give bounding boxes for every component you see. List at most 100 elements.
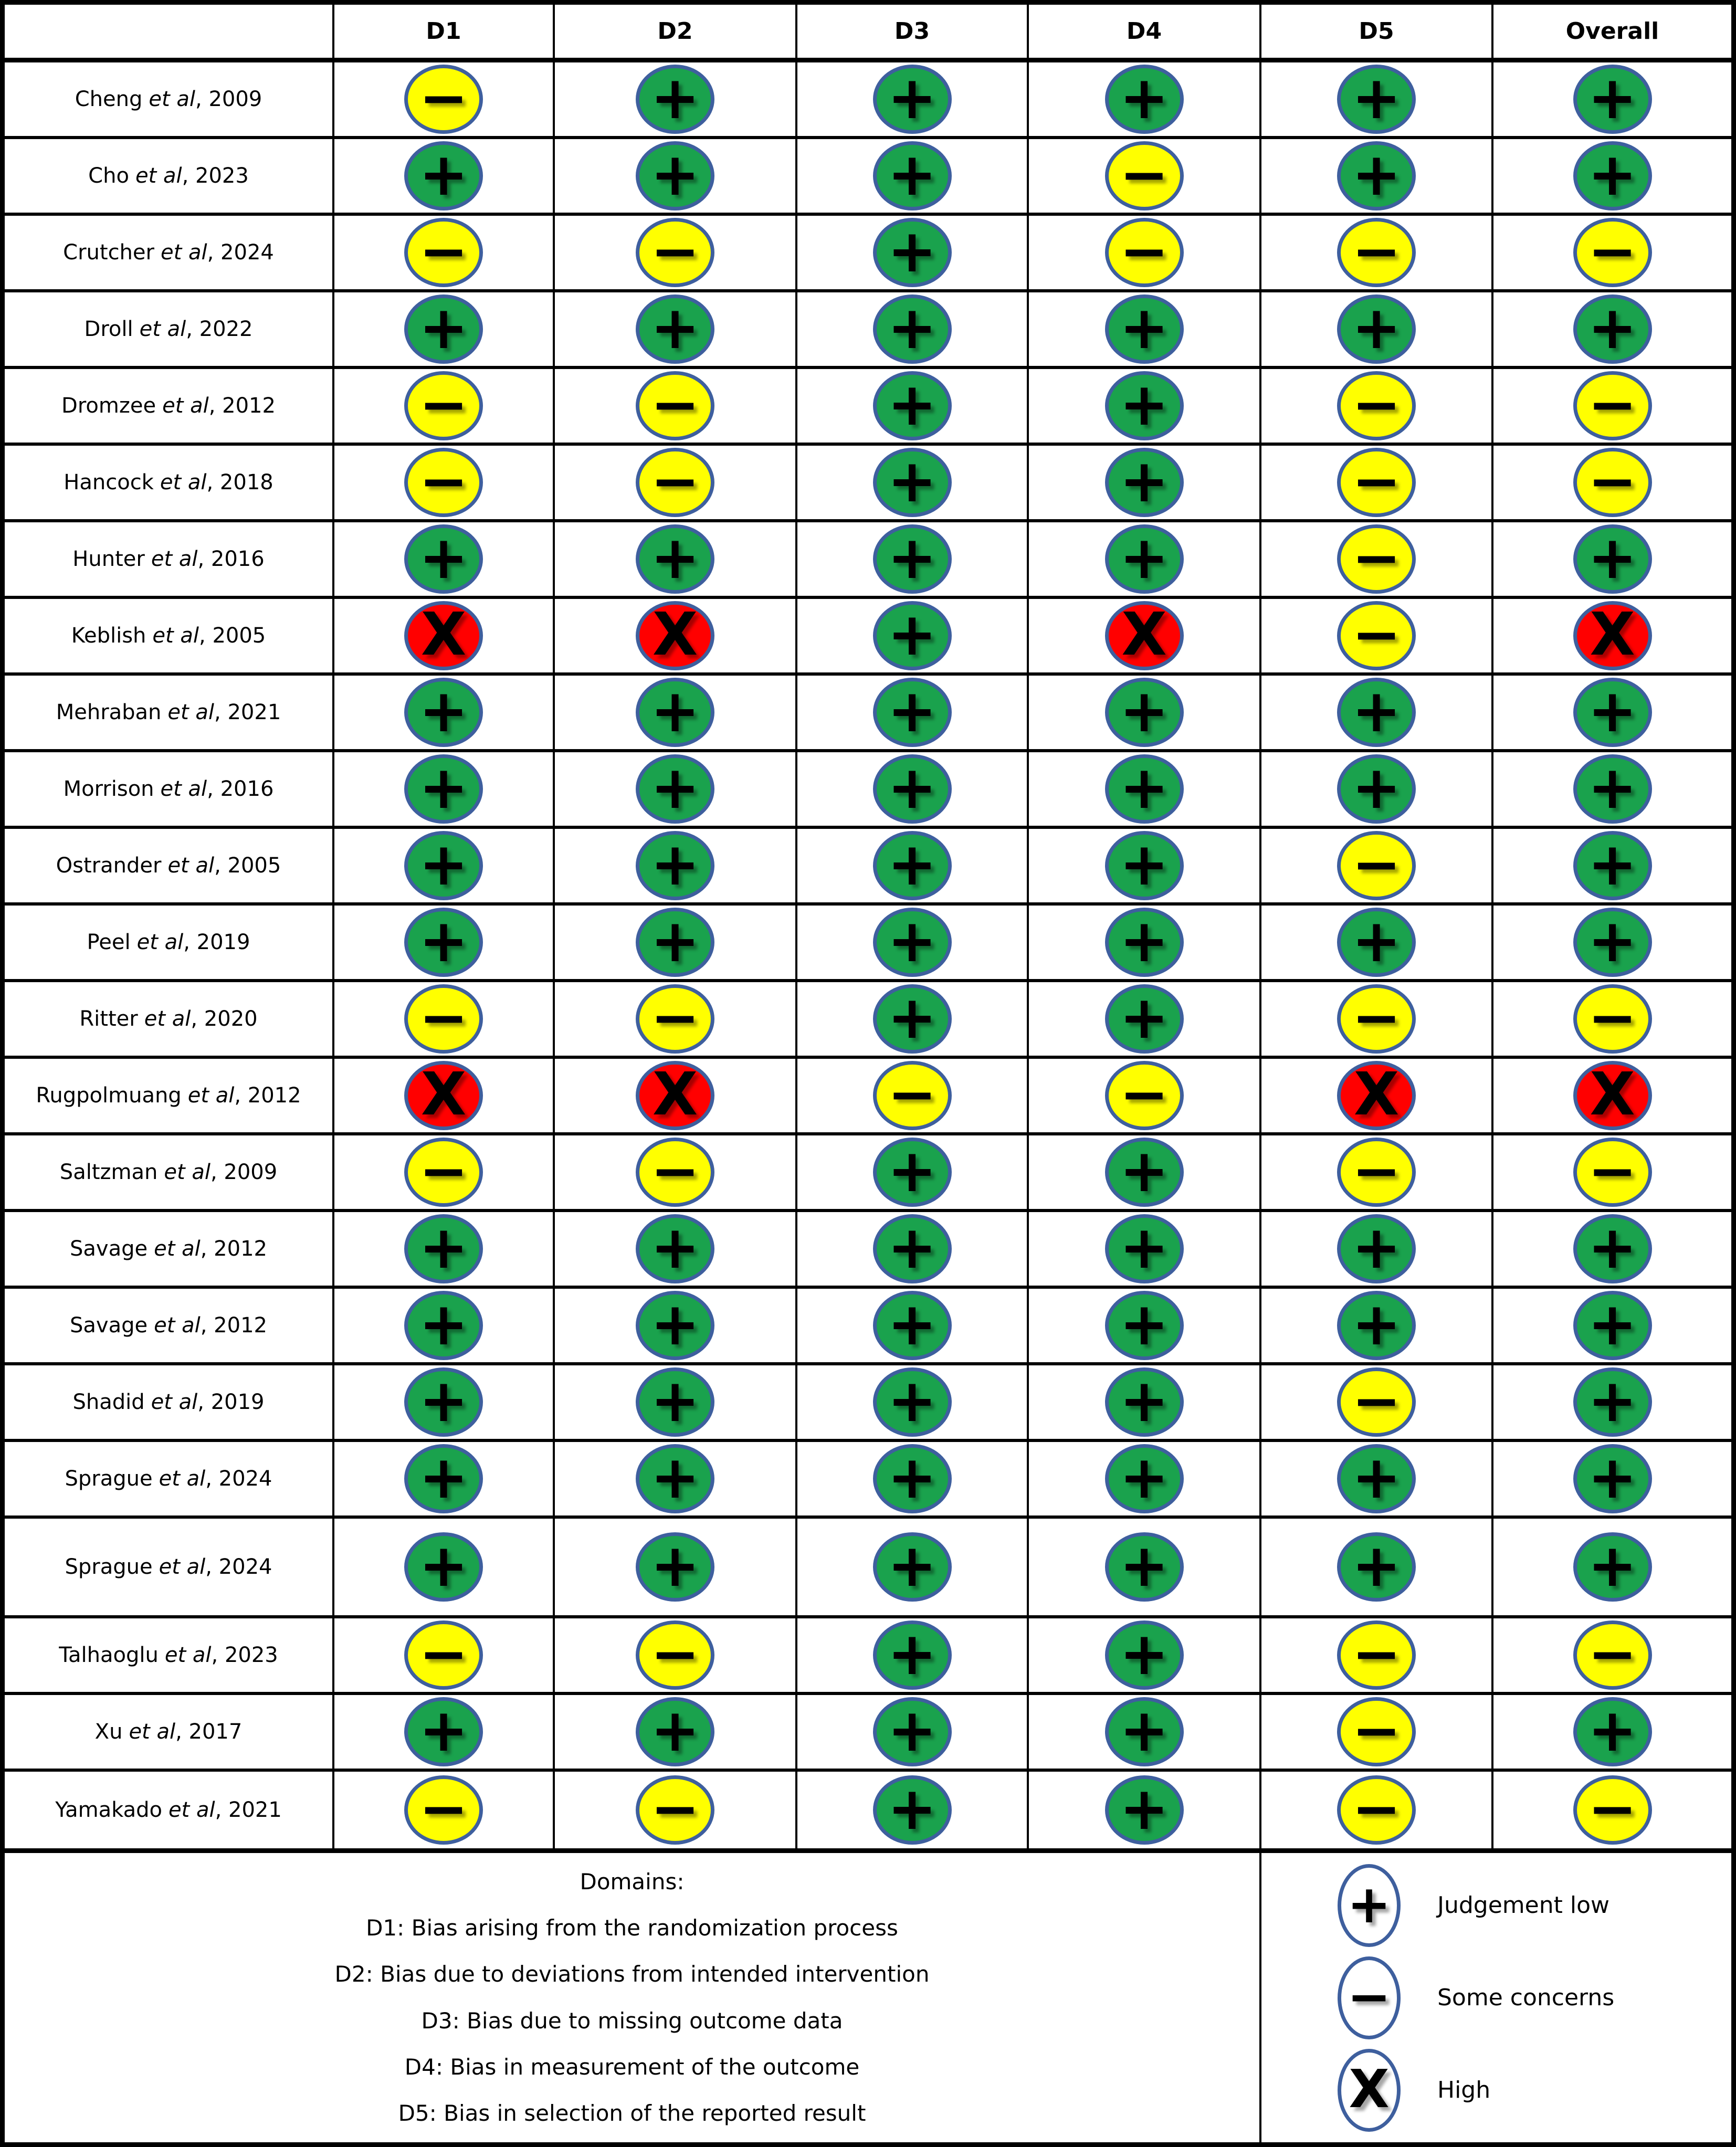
study-name: Sprague et al, 2024 (5, 1442, 334, 1515)
judgement-low-circle: + (872, 1138, 952, 1207)
judgement-symbol: + (1119, 64, 1169, 132)
judgement-symbol: + (1119, 754, 1169, 822)
judgement-low-circle: + (1104, 294, 1184, 364)
judgement-cell-overall: + (1493, 62, 1731, 136)
judgement-low-circle: + (1337, 908, 1416, 977)
judgement-symbol: + (1587, 754, 1637, 822)
judgement-low-circle: + (1337, 754, 1416, 824)
study-name: Ostrander et al, 2005 (5, 829, 334, 902)
judgement-low-circle: + (872, 218, 952, 287)
judgement-cell-d2: + (555, 1442, 797, 1515)
judgement-cell-overall: − (1493, 1772, 1731, 1848)
study-year: , 2023 (211, 1643, 278, 1667)
judgement-concerns-circle: − (1337, 448, 1416, 517)
judgement-cell-d2: − (555, 982, 797, 1056)
judgement-symbol: + (1119, 1367, 1169, 1435)
judgement-symbol: + (1119, 1444, 1169, 1512)
judgement-cell-overall: + (1493, 1442, 1731, 1515)
judgement-low-circle: + (1104, 908, 1184, 977)
judgement-low-circle: + (1104, 1775, 1184, 1845)
judgement-cell-d3: + (797, 599, 1029, 672)
judgement-concerns-circle: − (404, 371, 483, 440)
study-row: Sprague et al, 2024 + + + + + + (5, 1442, 1731, 1519)
judgement-low-circle: + (1104, 1532, 1184, 1602)
judgement-cell-overall: + (1493, 829, 1731, 902)
study-etal: et al (154, 1237, 201, 1261)
judgement-cell-d5: + (1261, 62, 1493, 136)
judgement-cell-overall: + (1493, 1289, 1731, 1362)
judgement-symbol: + (419, 1214, 468, 1282)
judgement-low-circle: + (1337, 65, 1416, 134)
judgement-symbol: − (1587, 217, 1637, 286)
judgement-cell-overall: X (1493, 599, 1731, 672)
judgement-cell-d3: + (797, 982, 1029, 1056)
study-author: Savage (70, 1237, 148, 1261)
judgement-cell-d1: − (334, 216, 555, 289)
judgement-low-circle: + (636, 1532, 714, 1602)
study-name: Droll et al, 2022 (5, 292, 334, 366)
judgement-symbol: + (887, 524, 937, 592)
study-year: , 2019 (183, 930, 250, 954)
judgement-high-circle: X (404, 601, 483, 670)
column-header-d4: D4 (1029, 5, 1261, 58)
judgement-symbol: + (887, 1775, 937, 1843)
study-etal: et al (164, 1160, 211, 1184)
study-name: Rugpolmuang et al, 2012 (5, 1059, 334, 1132)
judgement-low-circle: + (1337, 678, 1416, 747)
judgement-symbol: + (1352, 294, 1401, 362)
judgement-low-circle: + (1104, 754, 1184, 824)
judgement-cell-d2: − (555, 216, 797, 289)
judgement-symbol: + (1352, 141, 1401, 209)
study-author: Hancock (64, 470, 154, 494)
judgement-cell-d5: − (1261, 829, 1493, 902)
judgement-symbol: + (650, 830, 700, 899)
study-name: Sprague et al, 2024 (5, 1519, 334, 1615)
judgement-cell-d1: + (334, 829, 555, 902)
judgement-cell-d5: − (1261, 446, 1493, 519)
study-etal: et al (135, 164, 182, 188)
study-year: , 2021 (214, 700, 281, 724)
legend: + Judgement low − Some concerns X High (1261, 1853, 1731, 2142)
judgement-symbol: + (887, 984, 937, 1052)
domain-d4-description: D4: Bias in measurement of the outcome (404, 2054, 860, 2080)
judgement-low-circle: + (1104, 1697, 1184, 1766)
judgement-concerns-circle: − (404, 448, 483, 517)
judgement-cell-overall: + (1493, 139, 1731, 213)
header-row: D1 D2 D3 D4 D5 Overall (5, 5, 1731, 62)
judgement-symbol: + (1587, 1367, 1637, 1435)
study-author: Dromzee (61, 394, 156, 418)
judgement-cell-overall: X (1493, 1059, 1731, 1132)
judgement-concerns-circle: − (636, 1620, 714, 1690)
study-author: Mehraban (56, 700, 162, 724)
judgement-symbol: + (1119, 1214, 1169, 1282)
study-author: Rugpolmuang (36, 1083, 182, 1108)
judgement-symbol: − (1352, 1775, 1401, 1843)
judgement-cell-d1: + (334, 906, 555, 979)
judgement-concerns-circle: − (1337, 524, 1416, 594)
judgement-cell-d5: + (1261, 1442, 1493, 1515)
study-etal: et al (149, 87, 196, 111)
legend-low-label: Judgement low (1437, 1892, 1609, 1919)
judgement-cell-d1: − (334, 446, 555, 519)
judgement-symbol: + (419, 830, 468, 899)
judgement-symbol: − (419, 1620, 468, 1688)
judgement-concerns-circle: − (404, 1775, 483, 1845)
judgement-low-circle: + (872, 524, 952, 594)
judgement-symbol: − (1352, 1367, 1401, 1435)
judgement-concerns-circle: − (1573, 218, 1652, 287)
study-row: Hancock et al, 2018 − − + + − − (5, 446, 1731, 522)
judgement-symbol: + (1587, 294, 1637, 362)
judgement-low-circle: + (872, 1697, 952, 1766)
judgement-cell-d1: + (334, 1212, 555, 1286)
judgement-cell-d2: + (555, 1212, 797, 1286)
judgement-cell-d2: − (555, 1135, 797, 1209)
judgement-cell-d3: + (797, 369, 1029, 443)
judgement-low-circle: + (872, 1214, 952, 1283)
judgement-cell-d4: + (1029, 522, 1261, 596)
judgement-low-circle: + (1104, 448, 1184, 517)
judgement-high-circle: X (636, 601, 714, 670)
plus-icon: + (1347, 1873, 1391, 1935)
judgement-symbol: − (1352, 1697, 1401, 1765)
judgement-symbol: + (887, 447, 937, 515)
judgement-low-circle: + (1337, 1444, 1416, 1513)
